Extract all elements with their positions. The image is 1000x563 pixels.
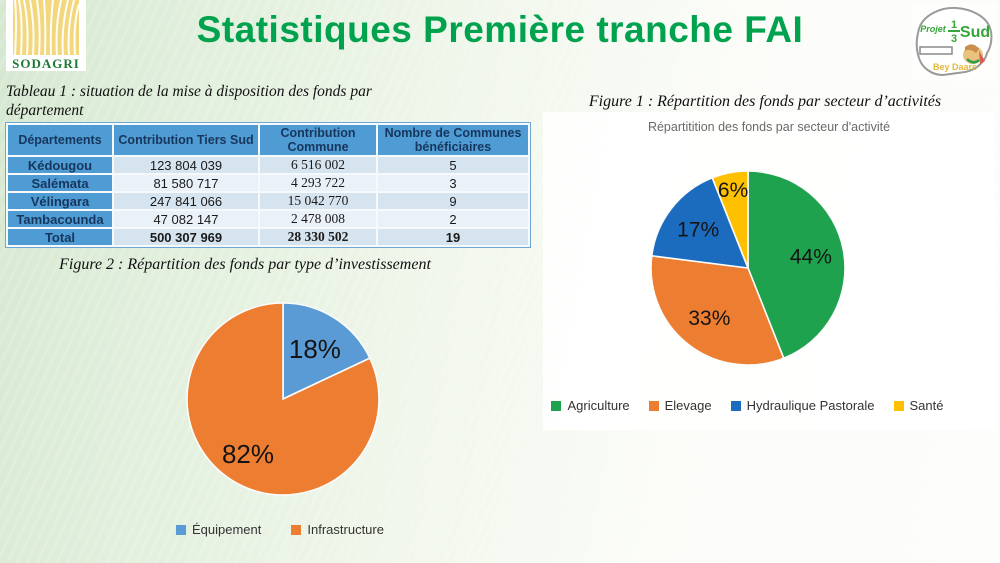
cell-nb: 5 — [376, 155, 530, 175]
table-header-row: Départements Contribution Tiers Sud Cont… — [6, 123, 530, 157]
table-total-row: Total 500 307 969 28 330 502 19 — [6, 227, 530, 247]
cell-total-label: Total — [6, 227, 114, 247]
cell-dept: Kédougou — [6, 155, 114, 175]
senegal-map-icon: Projet 1 3 Sud Bey Daare — [915, 6, 993, 77]
sodagri-logo-text: SODAGRI — [12, 56, 80, 71]
fraction-denominator: 3 — [951, 33, 957, 45]
pie-slice-infrastructure — [186, 302, 380, 496]
table-row: Vélingara 247 841 066 15 042 770 9 — [6, 191, 530, 211]
table-row: Kédougou 123 804 039 6 516 002 5 — [6, 155, 530, 175]
pie-percent-label-hydraulique-pastorale: 17% — [677, 219, 719, 242]
fraction-numerator: 1 — [951, 19, 957, 31]
figure1-caption: Figure 1 : Répartition des fonds par sec… — [588, 93, 942, 110]
figure2-caption: Figure 2 : Répartition des fonds par typ… — [59, 256, 431, 273]
bey-daare-text: Bey Daare — [933, 62, 977, 72]
table-caption: Tableau 1 : situation de la mise à dispo… — [6, 83, 372, 119]
legend-item-agriculture: Agriculture — [551, 398, 630, 413]
cell-tiers: 123 804 039 — [112, 155, 260, 175]
pie-slice-équipement — [282, 302, 371, 401]
pie-chart-secteur-activite: 44% 33% 17% 6% — [650, 170, 846, 366]
legend-label: Équipement — [192, 522, 262, 537]
cell-total-tiers: 500 307 969 — [112, 227, 260, 247]
sodagri-wheat-icon — [13, 0, 79, 55]
cell-nb: 3 — [376, 173, 530, 193]
cell-dept: Tambacounda — [6, 209, 114, 229]
figure1-chart-title: Répartitition des fonds par secteur d'ac… — [647, 120, 891, 134]
page-title: Statistiques Première tranche FAI — [196, 9, 804, 50]
cell-nb: 2 — [376, 209, 530, 229]
pie-slice-agriculture — [747, 170, 846, 360]
legend-item-infrastructure: Infrastructure — [291, 522, 384, 537]
cell-commune: 15 042 770 — [258, 191, 378, 211]
sud-word: Sud — [960, 24, 990, 41]
cell-dept: Vélingara — [6, 191, 114, 211]
col-header-departements: Départements — [6, 123, 114, 157]
cell-commune: 2 478 008 — [258, 209, 378, 229]
projet-word: Projet — [920, 24, 947, 34]
legend-item-elevage: Elevage — [648, 398, 712, 413]
legend-swatch-icon — [176, 524, 186, 535]
pie-slice-hydraulique-pastorale — [650, 176, 750, 269]
legend-swatch-icon — [893, 400, 904, 411]
cell-total-nb: 19 — [376, 227, 530, 247]
pie-slice-santé — [711, 170, 749, 269]
legend-label: Elevage — [664, 398, 712, 413]
col-header-nb-communes: Nombre de Communes bénéficiaires — [376, 123, 530, 157]
projet-13-sud-logo: Projet 1 3 Sud Bey Daare — [911, 3, 997, 81]
legend-type-investissement: Équipement Infrastructure — [80, 522, 480, 537]
pie-percent-label-elevage: 33% — [688, 307, 730, 330]
legend-label: Agriculture — [567, 398, 630, 413]
pie-percent-label-santé: 6% — [718, 179, 748, 202]
col-header-tiers-sud: Contribution Tiers Sud — [112, 123, 260, 157]
legend-item-santé: Santé — [893, 398, 944, 413]
cell-nb: 9 — [376, 191, 530, 211]
pie-chart-type-investissement: 18% 82% — [186, 302, 380, 496]
cell-total-commune: 28 330 502 — [258, 227, 378, 247]
legend-swatch-icon — [291, 524, 302, 535]
pie-slice-elevage — [650, 254, 785, 366]
cell-tiers: 81 580 717 — [112, 173, 260, 193]
legend-label: Infrastructure — [307, 522, 384, 537]
legend-item-équipement: Équipement — [176, 522, 261, 537]
legend-swatch-icon — [648, 400, 659, 411]
cell-commune: 4 293 722 — [258, 173, 378, 193]
legend-swatch-icon — [551, 400, 562, 411]
cell-commune: 6 516 002 — [258, 155, 378, 175]
pie-percent-label-équipement: 18% — [289, 334, 341, 364]
legend-secteur-activite: Agriculture Elevage Hydraulique Pastorale S… — [545, 398, 950, 413]
sodagri-logo: SODAGRI — [6, 0, 86, 71]
cell-dept: Salémata — [6, 173, 114, 193]
cell-tiers: 47 082 147 — [112, 209, 260, 229]
pie-percent-label-agriculture: 44% — [790, 245, 832, 268]
legend-swatch-icon — [730, 400, 741, 411]
col-header-commune: Contribution Commune — [258, 123, 378, 157]
legend-label: Santé — [909, 398, 944, 413]
table-row: Salémata 81 580 717 4 293 722 3 — [6, 173, 530, 193]
legend-item-hydraulique-pastorale: Hydraulique Pastorale — [730, 398, 875, 413]
pie-percent-label-infrastructure: 82% — [222, 439, 274, 469]
legend-label: Hydraulique Pastorale — [746, 398, 875, 413]
funds-table: Départements Contribution Tiers Sud Cont… — [5, 122, 531, 248]
table-row: Tambacounda 47 082 147 2 478 008 2 — [6, 209, 530, 229]
cell-tiers: 247 841 066 — [112, 191, 260, 211]
